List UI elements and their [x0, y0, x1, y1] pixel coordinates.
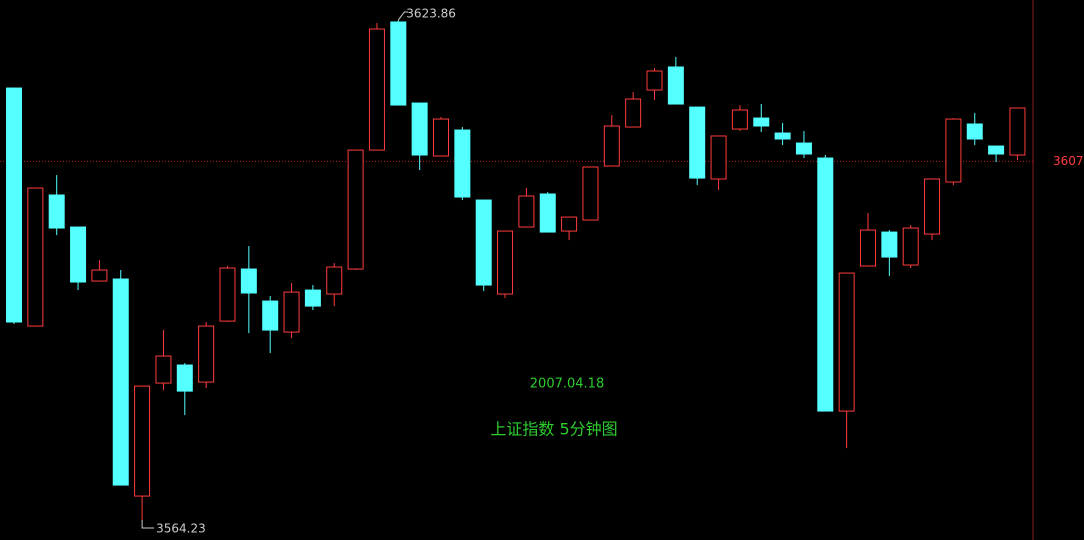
candle-body	[902, 227, 919, 266]
chart-title: 上证指数 5分钟图	[490, 420, 617, 439]
candle-body	[112, 278, 129, 486]
max-label: 3623.86	[406, 7, 456, 21]
candle-body	[497, 230, 514, 295]
candle-body	[924, 178, 941, 235]
candle-body	[795, 142, 812, 155]
candle-body	[70, 226, 87, 283]
candle-body	[945, 118, 962, 183]
candle-body	[219, 267, 236, 322]
candle-body	[411, 102, 428, 156]
candle-body	[134, 385, 151, 497]
candle-body	[988, 145, 1005, 155]
candle-body	[881, 231, 898, 258]
candle-body	[518, 195, 535, 228]
candle-body	[155, 355, 172, 384]
candle-body	[539, 193, 556, 233]
candle-body	[304, 289, 321, 307]
candle-body	[689, 106, 706, 179]
candle-body	[582, 166, 599, 221]
candle-body	[561, 216, 578, 232]
candle-body	[646, 70, 663, 91]
max-pointer	[397, 11, 409, 21]
min-label: 3564.23	[156, 521, 206, 535]
candle-body	[368, 28, 385, 151]
candle-body	[262, 300, 279, 331]
candle-body	[27, 187, 44, 327]
candle-body	[774, 132, 791, 140]
candle-body	[603, 125, 620, 167]
candle-body	[390, 21, 407, 106]
candle-body	[176, 364, 193, 392]
candle-body	[240, 268, 257, 294]
chart-date: 2007.04.18	[530, 377, 604, 392]
candle-body	[838, 272, 855, 412]
candle-body	[1009, 107, 1026, 156]
y-tick-label: 3607	[1053, 154, 1084, 168]
candle-body	[710, 135, 727, 180]
candle-body	[860, 229, 876, 267]
candle-body	[966, 123, 983, 140]
candle-body	[753, 117, 770, 127]
candle-body	[91, 269, 108, 282]
min-pointer	[141, 519, 155, 529]
candle-body	[817, 157, 834, 412]
candle-body	[283, 291, 300, 333]
candle-body	[454, 129, 471, 198]
candle-body	[326, 266, 343, 295]
candle-body	[475, 199, 492, 286]
candle-body	[433, 118, 449, 157]
candle-body	[48, 194, 65, 229]
candle-body	[347, 149, 364, 270]
candle-body	[667, 66, 684, 105]
candle-body	[198, 325, 215, 383]
candle-body	[6, 87, 22, 323]
candle-body	[731, 109, 748, 130]
candle-body	[625, 98, 642, 128]
